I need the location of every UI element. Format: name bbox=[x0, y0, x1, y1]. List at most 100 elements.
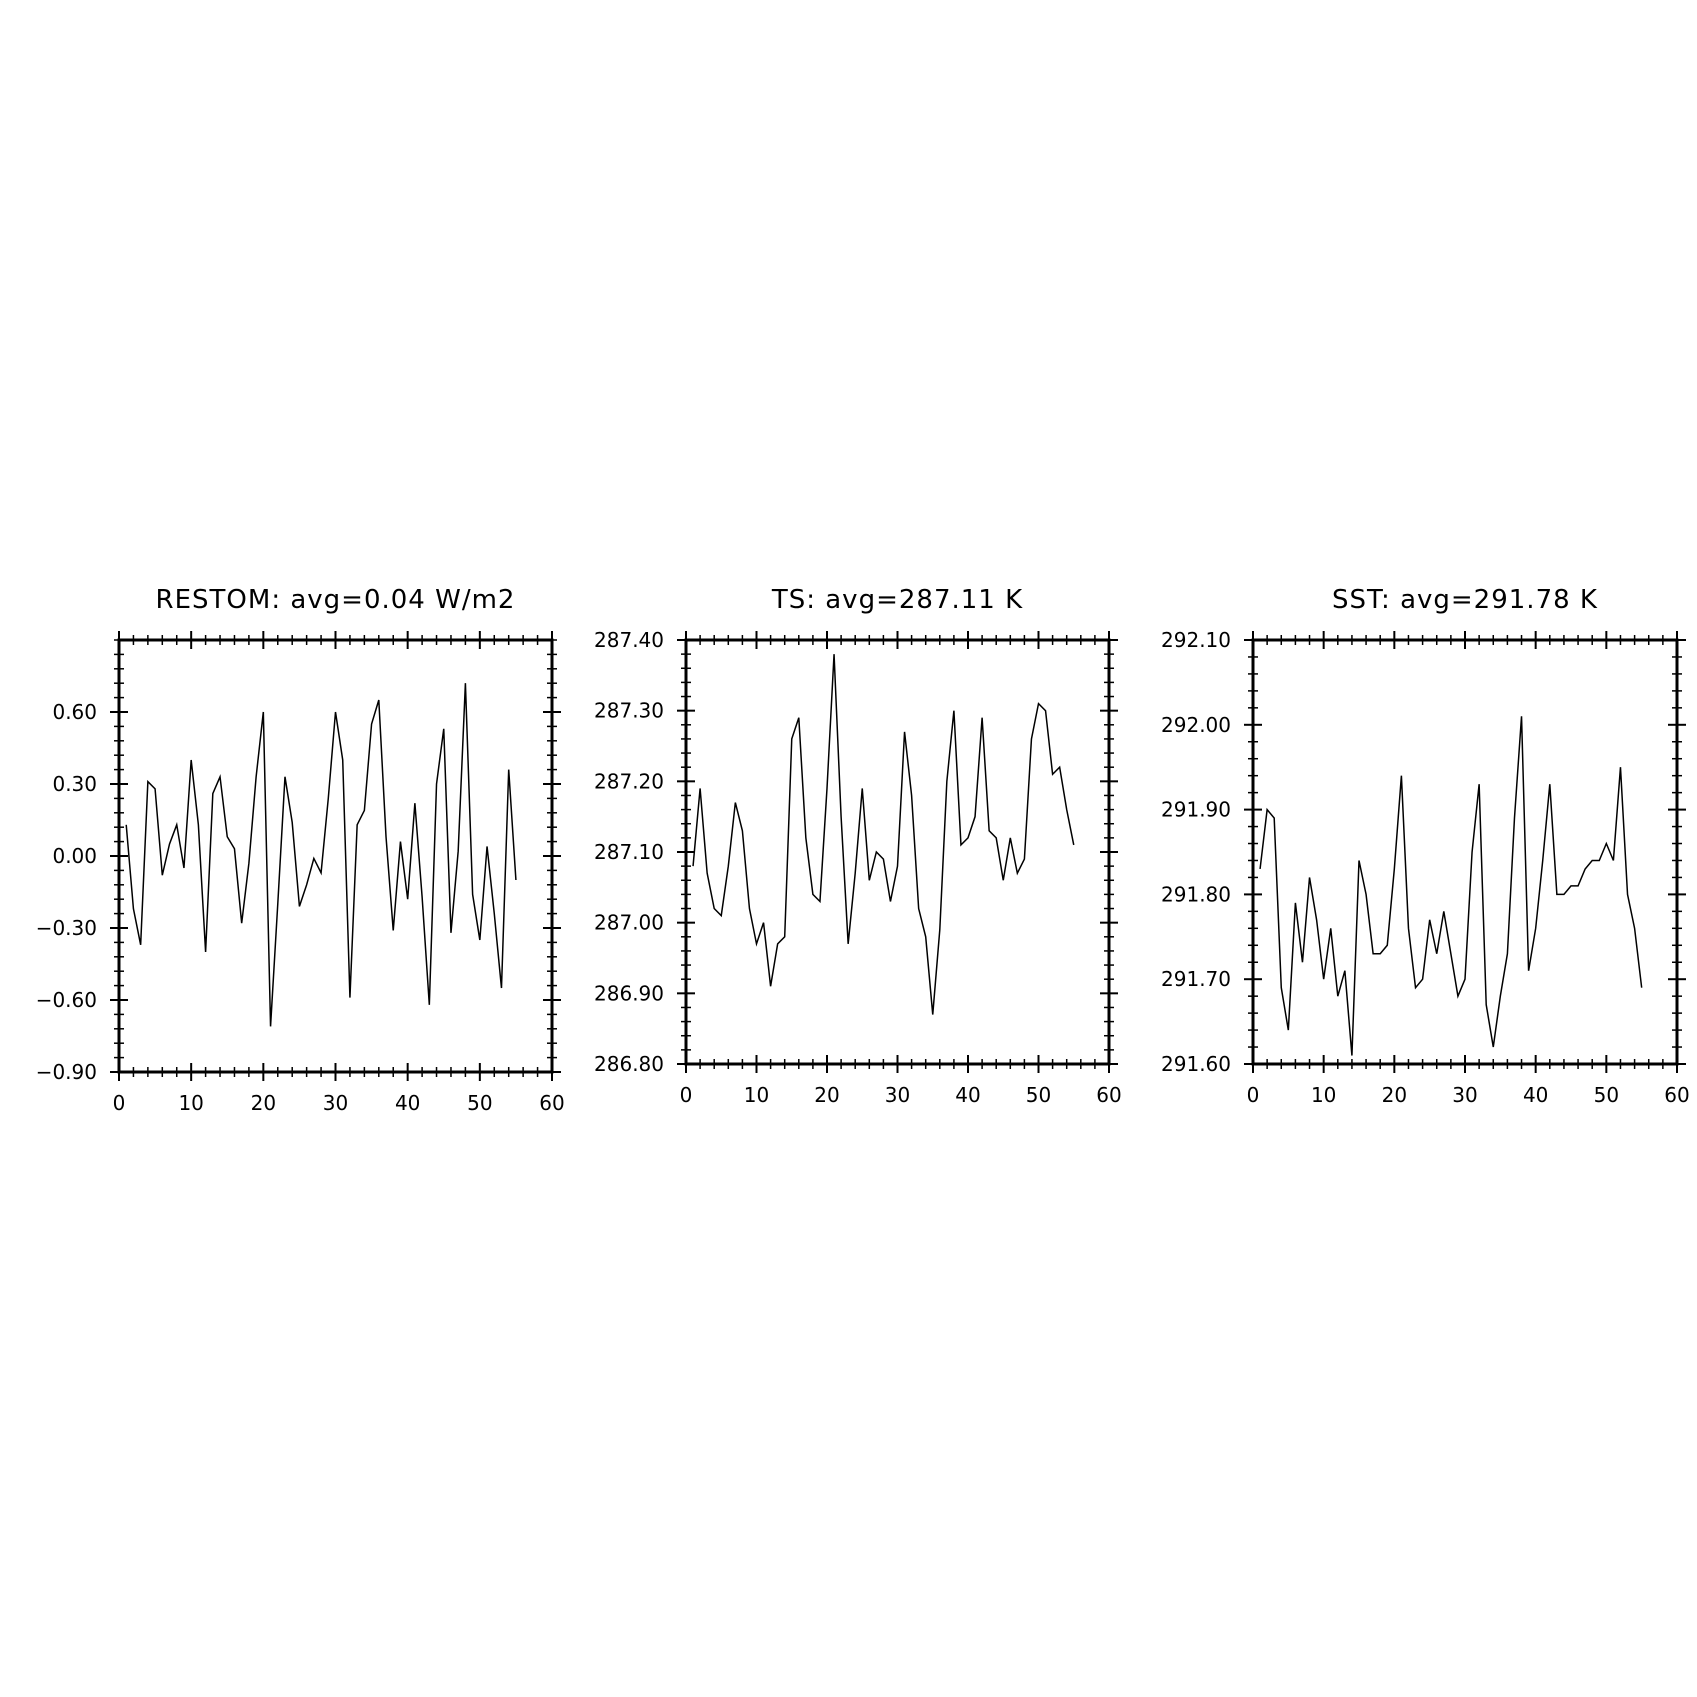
data-point bbox=[1379, 953, 1381, 955]
data-point bbox=[1259, 868, 1261, 870]
y-tick-label: 291.70 bbox=[1161, 967, 1231, 991]
data-point bbox=[981, 717, 983, 719]
data-point bbox=[1507, 953, 1509, 955]
x-tick-label: 20 bbox=[1382, 1083, 1407, 1107]
x-tick-label: 50 bbox=[467, 1091, 492, 1115]
data-point bbox=[1365, 894, 1367, 896]
data-point bbox=[946, 781, 948, 783]
data-point bbox=[212, 793, 214, 795]
series-line bbox=[1259, 716, 1643, 1056]
data-point bbox=[1528, 970, 1530, 972]
data-point bbox=[777, 943, 779, 945]
data-point bbox=[335, 711, 337, 713]
data-point bbox=[720, 915, 722, 917]
series-line bbox=[692, 654, 1075, 1015]
data-point bbox=[364, 810, 366, 812]
data-point bbox=[443, 728, 445, 730]
data-point bbox=[1478, 783, 1480, 785]
data-point bbox=[728, 865, 730, 867]
data-point bbox=[876, 851, 878, 853]
data-point bbox=[1606, 843, 1608, 845]
data-point bbox=[925, 936, 927, 938]
data-point bbox=[400, 841, 402, 843]
data-point bbox=[1323, 978, 1325, 980]
data-point bbox=[1372, 953, 1374, 955]
data-point bbox=[313, 858, 315, 860]
data-point bbox=[1316, 919, 1318, 921]
data-point bbox=[1598, 860, 1600, 862]
y-tick-label: 292.00 bbox=[1161, 713, 1231, 737]
data-point bbox=[234, 848, 236, 850]
data-point bbox=[1358, 860, 1360, 862]
data-point bbox=[692, 865, 694, 867]
data-point bbox=[1344, 970, 1346, 972]
x-tick-label: 30 bbox=[1452, 1083, 1477, 1107]
data-point bbox=[371, 723, 373, 725]
data-point bbox=[967, 837, 969, 839]
data-point bbox=[226, 836, 228, 838]
data-point bbox=[392, 930, 394, 932]
data-point bbox=[1634, 928, 1636, 930]
data-point bbox=[833, 653, 835, 655]
data-point bbox=[154, 788, 156, 790]
data-point bbox=[1464, 978, 1466, 980]
y-tick-label: 291.80 bbox=[1161, 882, 1231, 906]
x-tick-label: 50 bbox=[1594, 1083, 1619, 1107]
data-point bbox=[457, 850, 459, 852]
data-point bbox=[847, 943, 849, 945]
x-tick-label: 10 bbox=[178, 1091, 203, 1115]
data-point bbox=[349, 997, 351, 999]
data-point bbox=[890, 901, 892, 903]
data-point bbox=[819, 901, 821, 903]
data-point bbox=[1450, 953, 1452, 955]
data-point bbox=[1273, 817, 1275, 819]
data-point bbox=[953, 710, 955, 712]
y-tick-label: 286.90 bbox=[594, 981, 664, 1005]
data-point bbox=[960, 844, 962, 846]
x-tick-label: 0 bbox=[113, 1091, 126, 1115]
data-point bbox=[327, 798, 329, 800]
data-point bbox=[1280, 987, 1282, 989]
data-point bbox=[1394, 868, 1396, 870]
data-point bbox=[749, 908, 751, 910]
data-point bbox=[219, 776, 221, 778]
data-point bbox=[299, 906, 301, 908]
y-tick-label: 287.30 bbox=[594, 699, 664, 723]
chart-title: TS: avg=287.11 K bbox=[771, 585, 1023, 615]
chart-panel-3: SST: avg=291.78 K 0 10 20 30 40 50 60 291.60 291.… bbox=[1161, 585, 1690, 1107]
x-tick-label: 40 bbox=[955, 1083, 980, 1107]
data-point bbox=[1408, 928, 1410, 930]
data-point bbox=[162, 874, 164, 876]
data-point bbox=[763, 922, 765, 924]
y-tick-label: 287.40 bbox=[594, 628, 664, 652]
data-point bbox=[1038, 703, 1040, 705]
y-tick-label: 291.90 bbox=[1161, 798, 1231, 822]
data-point bbox=[1386, 944, 1388, 946]
chart-title: RESTOM: avg=0.04 W/m2 bbox=[156, 585, 516, 615]
data-point bbox=[248, 862, 250, 864]
data-point bbox=[1010, 837, 1012, 839]
series-line bbox=[125, 683, 517, 1027]
data-point bbox=[407, 898, 409, 900]
y-tick-label: −0.30 bbox=[36, 916, 97, 940]
data-point bbox=[1429, 919, 1431, 921]
data-point bbox=[263, 711, 265, 713]
x-tick-label: 30 bbox=[323, 1091, 348, 1115]
data-point bbox=[1514, 817, 1516, 819]
data-point bbox=[1288, 1029, 1290, 1031]
data-point bbox=[1337, 995, 1339, 997]
data-point bbox=[1535, 928, 1537, 930]
x-tick-label: 10 bbox=[744, 1083, 769, 1107]
data-point bbox=[270, 1026, 272, 1028]
data-point bbox=[826, 788, 828, 790]
data-point bbox=[1613, 860, 1615, 862]
data-point bbox=[1295, 902, 1297, 904]
data-point bbox=[1002, 879, 1004, 881]
data-point bbox=[904, 731, 906, 733]
data-point bbox=[988, 830, 990, 832]
x-tick-label: 20 bbox=[251, 1091, 276, 1115]
data-point bbox=[1045, 710, 1047, 712]
data-point bbox=[1422, 978, 1424, 980]
data-point bbox=[133, 908, 135, 910]
